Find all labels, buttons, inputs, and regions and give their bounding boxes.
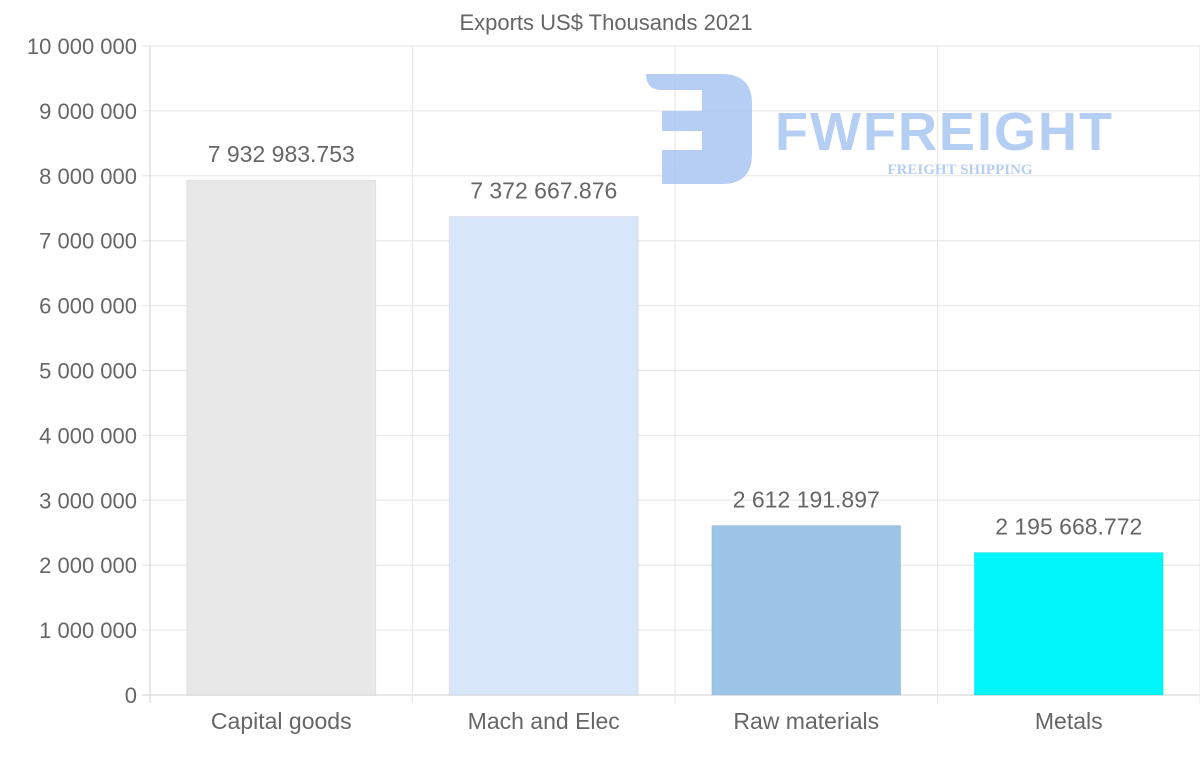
x-tick-label: Metals — [1035, 708, 1103, 734]
watermark-logo: FWFREIGHT FREIGHT SHIPPING — [646, 74, 1114, 184]
y-tick-label: 0 — [125, 683, 137, 708]
y-tick-label: 4 000 000 — [39, 423, 137, 448]
x-tick-label: Raw materials — [733, 708, 879, 734]
y-tick-label: 10 000 000 — [27, 34, 137, 59]
bar-value-label: 2 612 191.897 — [733, 486, 880, 512]
bar-capital-goods[interactable] — [186, 179, 377, 696]
x-tick-label: Mach and Elec — [468, 708, 620, 734]
chart-title: Exports US$ Thousands 2021 — [459, 10, 752, 35]
watermark-tagline: FREIGHT SHIPPING — [887, 162, 1032, 178]
bar-value-label: 7 932 983.753 — [208, 141, 355, 167]
y-tick-label: 5 000 000 — [39, 359, 137, 384]
logo-mark-icon — [646, 74, 752, 184]
bar-mach-and-elec[interactable] — [448, 216, 639, 696]
bar-value-label: 2 195 668.772 — [995, 514, 1142, 540]
y-tick-label: 3 000 000 — [39, 488, 137, 513]
y-tick-label: 7 000 000 — [39, 229, 137, 254]
x-tick-label: Capital goods — [211, 708, 352, 734]
y-tick-label: 1 000 000 — [39, 618, 137, 643]
y-tick-label: 8 000 000 — [39, 164, 137, 189]
bar-metals[interactable] — [973, 552, 1164, 696]
y-tick-label: 6 000 000 — [39, 294, 137, 319]
watermark-brand: FWFREIGHT — [775, 102, 1114, 162]
bar-raw-materials[interactable] — [711, 524, 902, 696]
y-tick-label: 9 000 000 — [39, 99, 137, 124]
y-tick-label: 2 000 000 — [39, 553, 137, 578]
bars — [186, 179, 1164, 696]
labels: 0 1 000 000 2 000 000 3 000 000 4 000 000 5 0… — [27, 34, 1142, 734]
bar-value-label: 7 372 667.876 — [470, 178, 617, 204]
